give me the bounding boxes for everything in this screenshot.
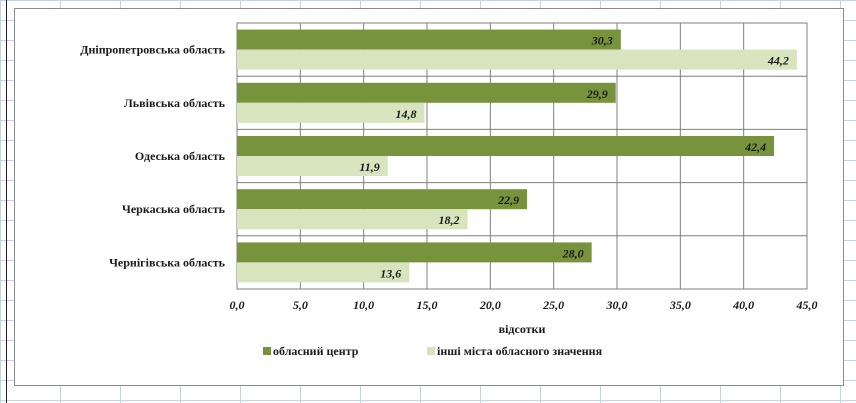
x-tick-label: 5,0	[293, 298, 308, 312]
x-tick-label: 15,0	[417, 298, 438, 312]
bar-chart: 30,3 44,2 29,9 14,8 42,4 11,9 22,9 18,2 28,0 13,6…	[15, 9, 843, 385]
category-label: Одеська область	[135, 149, 226, 163]
legend-swatch	[263, 347, 271, 355]
x-tick-label: 10,0	[353, 298, 374, 312]
bar	[237, 50, 797, 70]
data-label: 13,6	[380, 266, 401, 280]
bar	[237, 83, 616, 103]
legend-label: обласний центр	[273, 344, 359, 358]
data-label: 14,8	[395, 107, 416, 121]
bar	[237, 189, 527, 209]
data-label: 42,4	[744, 140, 766, 154]
data-label: 30,3	[591, 34, 613, 48]
x-tick-label: 0,0	[230, 298, 245, 312]
category-label: Львівська область	[124, 96, 226, 110]
x-tick-label: 20,0	[479, 298, 501, 312]
x-tick-label: 45,0	[796, 298, 818, 312]
category-label: Чернігівська область	[109, 255, 226, 269]
legend-label: інші міста обласного значення	[437, 344, 603, 358]
x-tick-label: 25,0	[542, 298, 564, 312]
chart-frame[interactable]: 30,3 44,2 29,9 14,8 42,4 11,9 22,9 18,2 28,0 13,6…	[14, 8, 844, 386]
data-label: 22,9	[497, 193, 519, 207]
x-tick-label: 40,0	[732, 298, 754, 312]
data-label: 18,2	[439, 213, 460, 227]
x-axis-title: відсотки	[499, 322, 546, 336]
bar	[237, 242, 592, 262]
data-label: 29,9	[586, 87, 608, 101]
x-tick-label: 30,0	[606, 298, 628, 312]
legend-swatch	[427, 347, 435, 355]
data-label: 44,2	[767, 54, 789, 68]
category-label: Черкаська область	[122, 202, 226, 216]
bar	[237, 136, 774, 156]
legend: обласний центр інші міста обласного значе…	[263, 344, 603, 358]
bar	[237, 209, 468, 229]
category-label: Дніпропетровська область	[80, 43, 225, 57]
x-tick-label: 35,0	[669, 298, 691, 312]
data-label: 28,0	[562, 246, 584, 260]
sheet-left-border	[6, 0, 7, 403]
data-label: 11,9	[359, 160, 379, 174]
bar	[237, 30, 621, 50]
